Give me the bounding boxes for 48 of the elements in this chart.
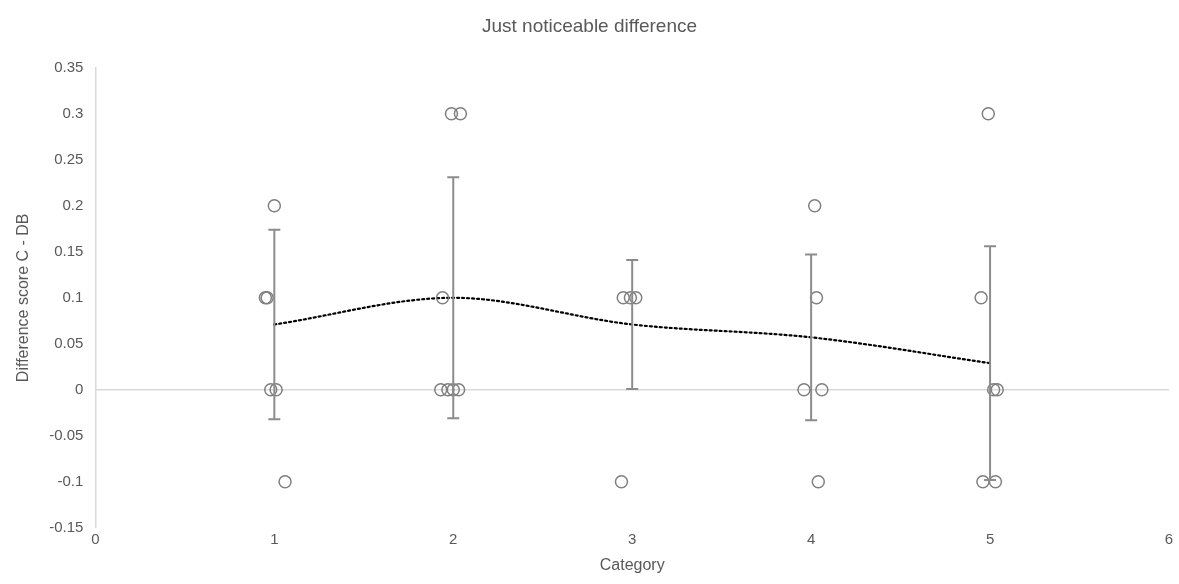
x-tick-label: 4 [806,529,816,547]
y-tick-label: 0 [75,379,84,397]
y-tick-label: 0.05 [54,333,84,351]
point [988,475,1003,489]
y-tick-label: -0.15 [49,517,84,535]
point [614,475,629,489]
point [990,383,1004,397]
y-tick-label: 0.3 [62,103,84,121]
point [976,475,990,489]
x-tick-label: 2 [449,529,458,547]
point [986,383,1001,397]
x-tick-label: 3 [628,529,637,547]
x-axis-title: Category [599,555,665,573]
point [264,383,278,397]
point [629,291,643,305]
x-tick-label: 6 [1164,529,1174,547]
point [797,383,811,397]
point [815,383,829,397]
line-series [273,296,992,365]
point [269,383,283,397]
point [441,383,455,397]
y-tick-label: -0.1 [57,471,84,489]
y-tick-label: 0.35 [54,57,84,75]
point [435,291,450,305]
point [267,199,282,213]
chart-title: Just noticeable difference [481,14,698,36]
x-tick-label: 0 [91,529,100,547]
y-tick-label: -0.05 [49,425,84,443]
point [623,291,638,305]
y-axis-title: Difference score C - DB [14,213,32,383]
point [433,383,448,397]
x-tick-label: 5 [985,529,995,547]
point [453,107,468,121]
point [444,107,459,121]
point [811,475,826,489]
y-tick-label: 0.15 [54,241,84,259]
point [974,291,988,305]
y-tick-label: 0.25 [54,149,84,167]
point [807,199,822,213]
point [809,291,824,305]
y-tick-label: 0.2 [62,195,84,213]
y-tick-label: 0.1 [62,287,84,305]
point [981,107,996,121]
x-tick-label: 1 [270,529,279,547]
point [446,383,461,397]
point [616,291,630,305]
point [451,383,466,397]
point [278,475,292,489]
